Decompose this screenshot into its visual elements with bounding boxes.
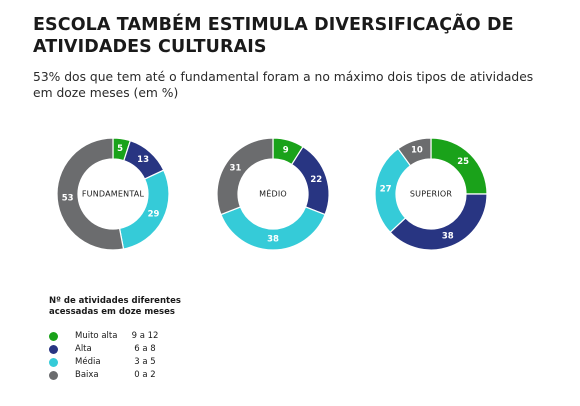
legend-range: 0 a 2 <box>134 370 156 380</box>
legend-label: Baixa <box>75 370 99 380</box>
slice-value-label: 25 <box>457 157 469 167</box>
donut-chart: 9 22 38 31 MÉDIO <box>216 137 330 251</box>
donut-center-label: FUNDAMENTAL <box>82 190 145 199</box>
slice-value-label: 22 <box>310 175 322 185</box>
slice-value-label: 38 <box>267 235 279 245</box>
donut-center-label: MÉDIO <box>259 188 287 199</box>
legend-item-alta: Alta 6 a 8 <box>49 343 249 356</box>
donut-slice <box>397 137 432 167</box>
chart-subtitle: 53% dos que tem até o fundamental foram … <box>33 70 534 100</box>
donut-slice <box>118 169 170 250</box>
slice-value-label: 13 <box>137 155 149 165</box>
legend-item-muito-alta: Muito alta 9 a 12 <box>49 330 249 343</box>
legend: Nº de atividades diferentes acessadas em… <box>49 296 249 382</box>
legend-title: Nº de atividades diferentes acessadas em… <box>49 296 181 317</box>
slice-value-label: 27 <box>380 185 392 195</box>
slice-value-label: 31 <box>229 163 241 173</box>
slice-value-label: 38 <box>442 231 454 241</box>
donut-center-label: SUPERIOR <box>410 190 452 199</box>
slice-value-label: 29 <box>148 210 160 220</box>
legend-range: 3 a 5 <box>134 357 156 367</box>
legend-swatch <box>49 345 58 354</box>
donut-slice <box>389 193 488 251</box>
donut-slice <box>220 206 326 251</box>
legend-item-baixa: Baixa 0 a 2 <box>49 369 249 382</box>
legend-swatch <box>49 371 58 380</box>
legend-range: 6 a 8 <box>134 344 156 354</box>
donut-chart: 5 13 29 53 FUNDAMENTAL <box>56 137 170 251</box>
slice-value-label: 53 <box>62 193 74 203</box>
donut-chart: 25 38 27 10 SUPERIOR <box>374 137 488 251</box>
legend-range: 9 a 12 <box>131 331 159 341</box>
slice-value-label: 10 <box>411 146 423 156</box>
slice-value-label: 9 <box>283 145 289 155</box>
legend-swatch <box>49 358 58 367</box>
slice-value-label: 5 <box>117 144 123 154</box>
legend-label: Média <box>75 357 101 367</box>
legend-label: Alta <box>75 344 92 354</box>
legend-item-media: Média 3 a 5 <box>49 356 249 369</box>
chart-title: ESCOLA TAMBÉM ESTIMULA DIVERSIFICAÇÃO DE… <box>33 15 514 57</box>
donut-slice <box>56 137 125 251</box>
legend-label: Muito alta <box>75 331 118 341</box>
donut-slice <box>216 137 274 216</box>
legend-swatch <box>49 332 58 341</box>
